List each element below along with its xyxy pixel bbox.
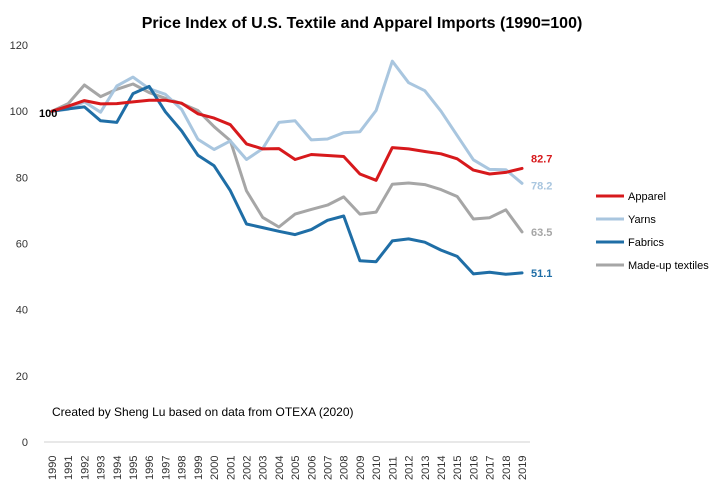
x-tick-label: 1993 — [96, 456, 108, 480]
x-tick-label: 1991 — [63, 456, 75, 480]
end-value-label: 51.1 — [531, 268, 552, 280]
x-tick-label: 2007 — [323, 456, 335, 480]
x-tick-label: 1995 — [128, 456, 140, 480]
series-line-made-up-textiles — [50, 82, 524, 234]
legend-label: Fabrics — [628, 237, 665, 249]
y-tick-label: 120 — [10, 40, 28, 52]
x-tick-label: 2006 — [306, 456, 318, 480]
x-tick-label: 2005 — [290, 456, 302, 480]
x-tick-label: 2004 — [274, 456, 286, 480]
legend: Apparel Yarns Fabrics Made-up textiles — [596, 191, 709, 272]
x-tick-label: 1997 — [160, 456, 172, 480]
x-tick-label: 2012 — [404, 456, 416, 480]
start-value-label: 100 — [39, 108, 57, 120]
x-tick-label: 2010 — [371, 456, 383, 480]
end-value-label: 63.5 — [531, 227, 552, 239]
chart-title: Price Index of U.S. Textile and Apparel … — [142, 15, 583, 32]
x-axis: 1990 1991 1992 1993 1994 1995 1996 1997 1998 1999… — [44, 441, 530, 480]
series-line-yarns — [50, 59, 524, 185]
series-lines — [50, 59, 524, 276]
legend-label: Apparel — [628, 191, 666, 203]
x-tick-label: 1999 — [193, 456, 205, 480]
end-value-label: 78.2 — [531, 180, 552, 192]
source-annotation: Created by Sheng Lu based on data from O… — [52, 405, 354, 419]
x-tick-label: 2002 — [241, 456, 253, 480]
y-tick-label: 40 — [16, 305, 28, 317]
x-tick-label: 1996 — [144, 456, 156, 480]
series-line-apparel — [50, 98, 524, 182]
legend-label: Made-up textiles — [628, 260, 709, 272]
y-tick-label: 100 — [10, 106, 28, 118]
x-tick-label: 2019 — [517, 456, 529, 480]
x-tick-label: 1990 — [47, 456, 59, 480]
x-tick-label: 2013 — [420, 456, 432, 480]
x-tick-label: 2011 — [387, 456, 399, 480]
x-tick-label: 2014 — [436, 456, 448, 480]
x-tick-label: 1998 — [177, 456, 189, 480]
x-tick-label: 2017 — [485, 456, 497, 480]
x-tick-label: 2015 — [452, 456, 464, 480]
x-tick-label: 2001 — [225, 456, 237, 480]
x-tick-label: 2008 — [339, 456, 351, 480]
x-tick-label: 2000 — [209, 456, 221, 480]
y-tick-label: 0 — [22, 437, 28, 449]
y-axis: 0 20 40 60 80 100 120 — [10, 40, 28, 449]
y-tick-label: 80 — [16, 172, 28, 184]
x-tick-label: 2003 — [258, 456, 270, 480]
series-line-fabrics — [50, 84, 524, 276]
x-tick-label: 1994 — [112, 456, 124, 480]
x-tick-label: 2018 — [501, 456, 513, 480]
x-tick-label: 2009 — [355, 456, 367, 480]
y-tick-label: 20 — [16, 371, 28, 383]
y-tick-label: 60 — [16, 239, 28, 251]
end-value-label: 82.7 — [531, 153, 552, 165]
x-tick-label: 2016 — [468, 456, 480, 480]
end-labels: 82.7 78.2 51.1 63.5 — [531, 153, 552, 280]
x-tick-label: 1992 — [79, 456, 91, 480]
legend-label: Yarns — [628, 214, 656, 226]
